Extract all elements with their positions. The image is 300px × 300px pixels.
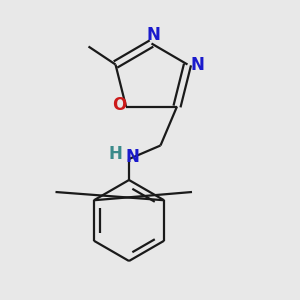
Text: N: N xyxy=(146,26,160,44)
Text: H: H xyxy=(109,145,122,163)
Text: N: N xyxy=(125,148,139,166)
Text: O: O xyxy=(112,96,127,114)
Text: N: N xyxy=(190,56,204,74)
